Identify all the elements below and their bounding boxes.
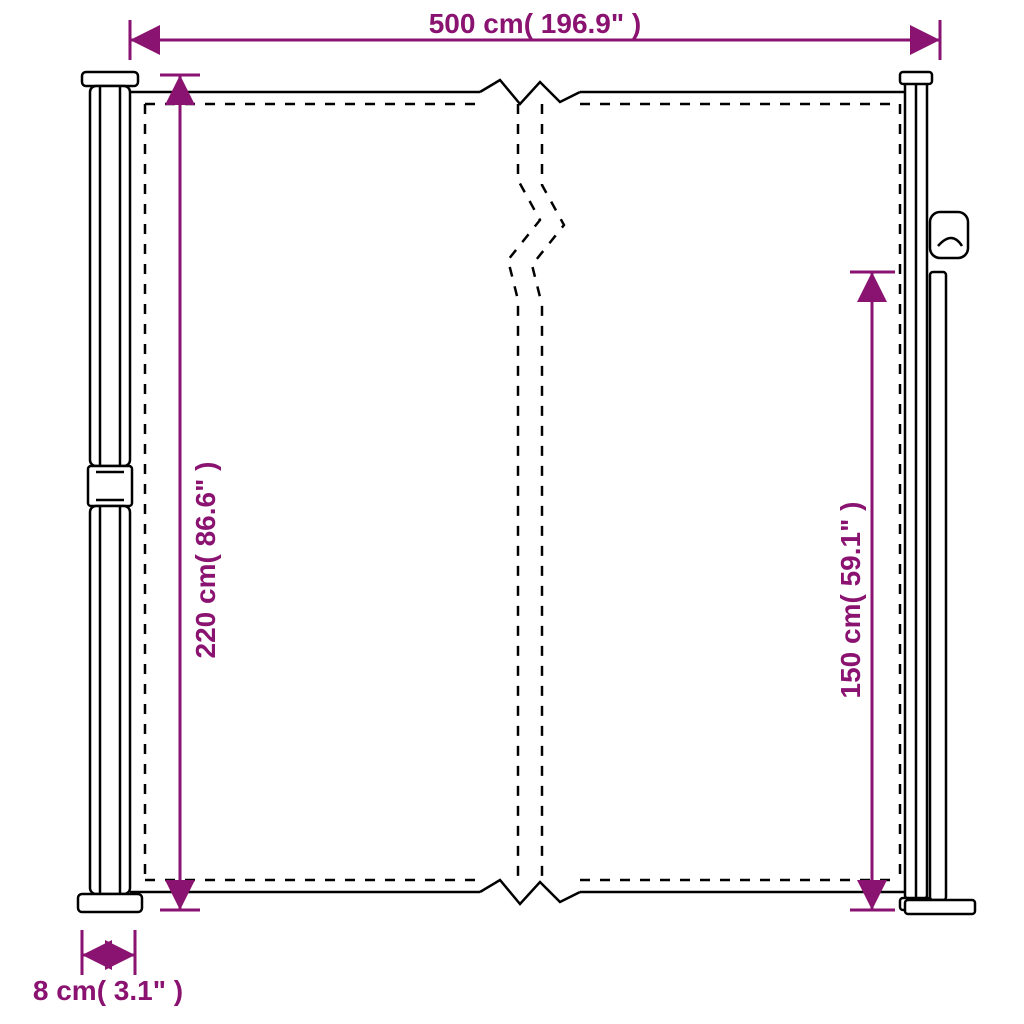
dim-depth-label: 8 cm( 3.1" ) xyxy=(33,975,183,1006)
dim-height-label: 220 cm( 86.6" ) xyxy=(190,462,221,659)
dim-width-label: 500 cm( 196.9" ) xyxy=(429,8,642,39)
dim-post-label: 150 cm( 59.1" ) xyxy=(835,502,866,699)
handle-icon xyxy=(930,212,968,258)
dimension-diagram: 500 cm( 196.9" ) 220 cm( 86.6" ) 150 cm(… xyxy=(0,0,1024,1024)
dimensions: 500 cm( 196.9" ) 220 cm( 86.6" ) 150 cm(… xyxy=(33,8,940,1006)
